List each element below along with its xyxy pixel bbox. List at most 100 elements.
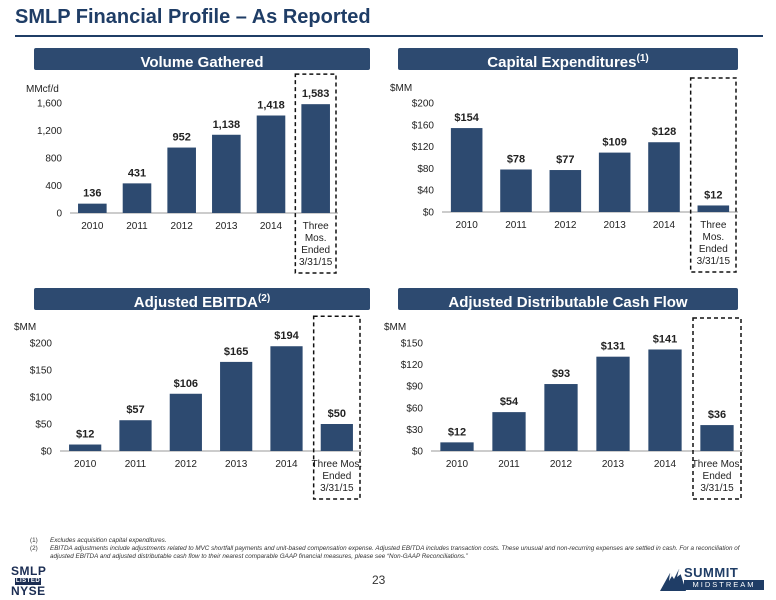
footnote-number: (2) <box>30 545 38 552</box>
footnote-2: (2) EBITDA adjustments include adjustment… <box>30 545 760 561</box>
y-tick-label: $90 <box>406 382 423 393</box>
logo-line: NYSE <box>11 584 46 598</box>
footnotes: (1) Excludes acquisition capital expendit… <box>30 537 760 561</box>
x-tick-label: 2013 <box>602 459 625 470</box>
summit-midstream-logo: SUMMIT MIDSTREAM <box>660 563 770 593</box>
chart-title: Adjusted Distributable Cash Flow <box>448 294 688 311</box>
logo-line: SMLP <box>11 564 47 578</box>
x-tick-label: 2010 <box>74 459 97 470</box>
smlp-nyse-logo: SMLP LISTED NYSE <box>11 564 47 598</box>
y-tick-label: $0 <box>412 447 424 458</box>
bar <box>320 424 353 451</box>
bar <box>544 384 578 451</box>
chart-header-capex: Capital Expenditures(1) <box>398 48 738 71</box>
x-tick-label: Three Mos. Ended 3/31/15 <box>692 459 743 494</box>
bar <box>212 134 241 213</box>
data-label: $12 <box>704 189 722 201</box>
bar <box>648 142 680 212</box>
bar <box>700 425 734 451</box>
x-tick-label: 2013 <box>225 459 248 470</box>
y-tick-label: 0 <box>56 209 62 220</box>
y-tick-label: $200 <box>412 99 435 110</box>
highlight-box <box>689 77 737 273</box>
page-title: SMLP Financial Profile – As Reported <box>15 6 371 28</box>
x-tick-label: 2011 <box>498 459 520 470</box>
bar <box>492 412 526 451</box>
highlight-box <box>294 73 337 274</box>
data-label: $165 <box>224 346 248 358</box>
x-tick-label: 2010 <box>446 459 469 470</box>
data-label: $12 <box>76 429 94 441</box>
bar <box>440 442 474 451</box>
bar <box>301 104 330 213</box>
data-label: 136 <box>83 188 101 200</box>
data-label: $93 <box>552 368 570 380</box>
chart-title-sup: (1) <box>636 53 649 64</box>
data-label: 952 <box>172 132 190 144</box>
bar <box>500 169 532 212</box>
footnote-1: (1) Excludes acquisition capital expendit… <box>30 537 760 545</box>
y-tick-label: 800 <box>45 154 62 165</box>
logo-line: LISTED <box>15 578 41 585</box>
x-tick-label: Three Mos. Ended 3/31/15 <box>312 459 363 494</box>
x-tick-label: 2011 <box>125 459 147 470</box>
data-label: $109 <box>602 137 626 149</box>
bar <box>648 349 682 451</box>
data-label: $57 <box>126 404 144 416</box>
chart-title-sup: (2) <box>257 293 271 304</box>
y-tick-label: $160 <box>412 120 435 131</box>
highlight-box <box>692 317 742 500</box>
bar <box>167 147 196 213</box>
data-label: 1,138 <box>213 119 241 131</box>
x-tick-label: 2012 <box>550 459 573 470</box>
x-tick-label: 2014 <box>654 459 677 470</box>
x-tick-label: 2013 <box>215 221 238 232</box>
footnote-number: (1) <box>30 537 38 544</box>
bar <box>169 393 202 451</box>
bar <box>450 128 483 212</box>
chart-header-volume: Volume Gathered <box>34 48 370 71</box>
y-tick-label: 1,200 <box>37 126 62 137</box>
y-tick-label: $120 <box>401 360 424 371</box>
y-axis-label: MMcf/d <box>26 84 59 95</box>
y-tick-label: $60 <box>406 403 423 414</box>
chart-title: Volume Gathered <box>140 54 264 71</box>
x-tick-label: 2013 <box>604 220 627 231</box>
y-tick-label: $150 <box>401 339 424 350</box>
bar <box>119 420 152 451</box>
y-tick-label: $0 <box>423 208 435 219</box>
data-label: 431 <box>128 167 146 179</box>
y-axis-label: $MM <box>384 322 406 333</box>
y-tick-label: $80 <box>417 164 434 175</box>
x-tick-label: 2012 <box>175 459 198 470</box>
y-tick-label: $150 <box>30 366 53 377</box>
mountain-icon <box>660 569 686 591</box>
y-tick-label: $50 <box>35 420 52 431</box>
data-label: $154 <box>454 112 479 124</box>
page-number: 23 <box>372 573 386 587</box>
data-label: $194 <box>274 330 299 342</box>
y-axis-label: $MM <box>14 322 36 333</box>
x-tick-label: Three Mos. Ended 3/31/15 <box>697 220 731 267</box>
title-divider <box>15 35 763 37</box>
y-tick-label: 400 <box>45 181 62 192</box>
y-tick-label: $200 <box>30 339 53 350</box>
x-tick-label: 2011 <box>505 220 527 231</box>
chart-title: Adjusted EBITDA <box>133 294 258 311</box>
y-tick-label: $100 <box>30 393 53 404</box>
y-tick-label: $30 <box>406 425 423 436</box>
x-tick-label: 2014 <box>653 220 676 231</box>
brand-name: SUMMIT <box>684 565 739 580</box>
brand-subtitle: MIDSTREAM <box>684 580 764 590</box>
x-tick-label: 2012 <box>554 220 577 231</box>
data-label: 1,583 <box>302 88 330 100</box>
x-tick-label: 2011 <box>126 221 148 232</box>
data-label: $78 <box>507 153 525 165</box>
bar <box>220 361 253 451</box>
x-tick-label: 2012 <box>171 221 194 232</box>
y-tick-label: $0 <box>41 447 53 458</box>
bar <box>256 115 286 213</box>
